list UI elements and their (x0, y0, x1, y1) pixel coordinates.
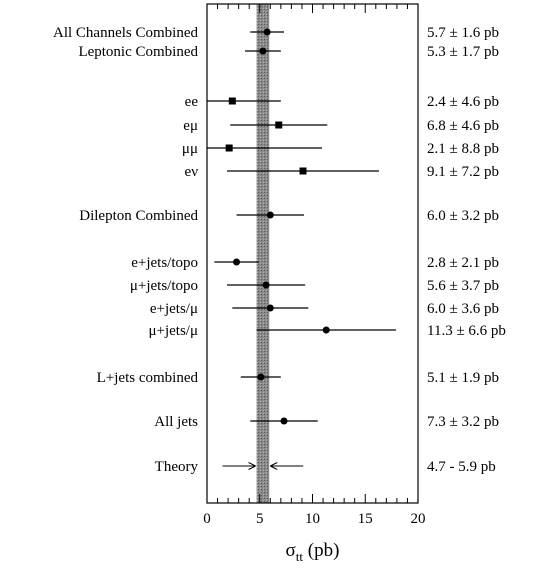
x-axis-title: σtt (pb) (286, 540, 340, 564)
x-tick-label: 10 (305, 511, 320, 527)
data-point-square (228, 97, 236, 105)
theory-band-layer (256, 4, 270, 503)
data-point-circle (263, 28, 271, 36)
row-value-text: 4.7 - 5.9 pb (427, 459, 496, 475)
row-label: e+jets/topo (131, 255, 198, 271)
data-point-square (299, 167, 307, 175)
data-row (207, 144, 322, 152)
labels-layer: All Channels Combined Leptonic Combined ee… (53, 25, 198, 475)
data-point-circle (266, 304, 274, 312)
data-row (250, 28, 285, 36)
row-label: Leptonic Combined (78, 44, 198, 60)
row-value-text: 2.8 ± 2.1 pb (427, 255, 499, 271)
data-row (236, 211, 305, 219)
x-tick-label: 15 (358, 511, 373, 527)
row-label: ee (185, 94, 199, 110)
row-value-text: 5.6 ± 3.7 pb (427, 278, 499, 294)
row-label: e+jets/μ (150, 301, 198, 317)
data-row (230, 121, 328, 129)
axis-layer: 0 5 10 15 20 (203, 3, 426, 527)
row-value-text: 7.3 ± 3.2 pb (427, 414, 499, 430)
row-label: μμ (182, 141, 198, 157)
data-point-circle (262, 281, 270, 289)
data-row (207, 97, 281, 105)
x-axis-title-subscript: tt (296, 549, 304, 564)
row-value-text: 11.3 ± 6.6 pb (427, 323, 506, 339)
data-point-circle (266, 211, 274, 219)
row-value-text: 5.1 ± 1.9 pb (427, 370, 499, 386)
data-point-circle (257, 373, 265, 381)
data-row (232, 304, 309, 312)
data-row (227, 167, 379, 175)
row-label: eν (185, 164, 199, 180)
theory-band (256, 4, 270, 503)
data-point-circle (233, 258, 241, 266)
theory-arrowhead-left (248, 462, 256, 470)
row-label: All jets (154, 414, 198, 430)
rows-layer (207, 28, 396, 470)
data-point-square (225, 144, 233, 152)
row-label: All Channels Combined (53, 25, 198, 41)
plot-frame (206, 3, 419, 504)
x-tick-label: 20 (411, 511, 426, 527)
data-row (222, 462, 304, 470)
data-row (244, 47, 281, 55)
row-label: Dilepton Combined (79, 208, 198, 224)
x-tick-label: 5 (256, 511, 264, 527)
row-value-text: 5.3 ± 1.7 pb (427, 44, 499, 60)
data-point-square (275, 121, 283, 129)
data-row (227, 281, 306, 289)
row-value-text: 2.1 ± 8.8 pb (427, 141, 499, 157)
row-label: μ+jets/μ (148, 323, 198, 339)
data-row (240, 373, 281, 381)
theory-arrowhead-right (270, 462, 278, 470)
x-axis-title-unit: (pb) (308, 540, 340, 561)
row-value-text: 6.8 ± 4.6 pb (427, 118, 499, 134)
x-axis-title-symbol: σ (286, 540, 296, 561)
values-layer: 5.7 ± 1.6 pb 5.3 ± 1.7 pb 2.4 ± 4.6 pb 6.8 … (427, 25, 506, 475)
row-value-text: 6.0 ± 3.2 pb (427, 208, 499, 224)
row-label: μ+jets/topo (130, 278, 198, 294)
x-tick-label: 0 (203, 511, 211, 527)
row-value-text: 6.0 ± 3.6 pb (427, 301, 499, 317)
row-label: Theory (155, 459, 199, 475)
data-row (214, 258, 259, 266)
data-row (250, 417, 318, 425)
data-point-circle (259, 47, 267, 55)
data-point-circle (280, 417, 288, 425)
data-point-circle (322, 326, 330, 334)
row-value-text: 5.7 ± 1.6 pb (427, 25, 499, 41)
row-value-text: 9.1 ± 7.2 pb (427, 164, 499, 180)
row-label: L+jets combined (97, 370, 199, 386)
data-row (256, 326, 396, 334)
row-value-text: 2.4 ± 4.6 pb (427, 94, 499, 110)
row-label: eμ (183, 118, 198, 134)
